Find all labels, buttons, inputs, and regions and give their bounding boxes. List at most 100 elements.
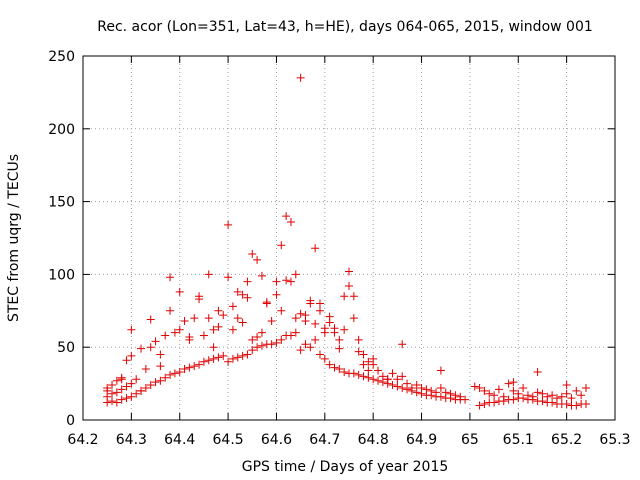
y-tick-label: 250 bbox=[48, 49, 75, 65]
data-point bbox=[340, 325, 349, 334]
data-point bbox=[398, 372, 407, 381]
data-point bbox=[523, 391, 532, 400]
data-point bbox=[325, 312, 334, 321]
data-point bbox=[388, 369, 397, 378]
data-point bbox=[330, 324, 339, 333]
data-point bbox=[403, 379, 412, 388]
data-point bbox=[146, 381, 155, 390]
data-point bbox=[253, 343, 262, 352]
data-point bbox=[224, 220, 233, 229]
data-point bbox=[112, 388, 121, 397]
data-point bbox=[282, 212, 291, 221]
data-point bbox=[156, 362, 165, 371]
data-point bbox=[253, 255, 262, 264]
data-point bbox=[204, 356, 213, 365]
plot-frame bbox=[82, 55, 616, 421]
data-point bbox=[320, 354, 329, 363]
data-point bbox=[243, 293, 252, 302]
data-point bbox=[393, 382, 402, 391]
data-point bbox=[427, 386, 436, 395]
data-point bbox=[359, 372, 368, 381]
data-point bbox=[441, 388, 450, 397]
data-point bbox=[538, 389, 547, 398]
data-point bbox=[509, 378, 518, 387]
data-point bbox=[277, 335, 286, 344]
data-point bbox=[296, 73, 305, 82]
data-point bbox=[224, 357, 233, 366]
data-point bbox=[122, 382, 131, 391]
data-point bbox=[185, 363, 194, 372]
data-point bbox=[127, 325, 136, 334]
data-point bbox=[504, 379, 513, 388]
x-tick-label: 65.2 bbox=[551, 432, 582, 448]
data-point bbox=[175, 367, 184, 376]
data-point bbox=[180, 316, 189, 325]
data-point bbox=[412, 381, 421, 390]
data-point bbox=[548, 391, 557, 400]
data-point bbox=[514, 389, 523, 398]
data-point bbox=[572, 401, 581, 410]
data-point bbox=[354, 370, 363, 379]
data-point bbox=[296, 346, 305, 355]
data-point bbox=[286, 277, 295, 286]
data-point bbox=[219, 311, 228, 320]
data-point bbox=[170, 328, 179, 337]
data-point bbox=[127, 392, 136, 401]
data-point bbox=[248, 250, 257, 259]
data-point bbox=[122, 356, 131, 365]
data-point bbox=[238, 351, 247, 360]
data-point bbox=[301, 316, 310, 325]
y-tick-label: 0 bbox=[66, 413, 75, 429]
data-point bbox=[374, 376, 383, 385]
x-tick-label: 64.9 bbox=[406, 432, 437, 448]
data-point bbox=[137, 344, 146, 353]
x-tick-label: 64.3 bbox=[116, 432, 147, 448]
x-tick-label: 64.6 bbox=[261, 432, 292, 448]
data-point bbox=[267, 340, 276, 349]
data-point bbox=[127, 351, 136, 360]
data-point bbox=[248, 346, 257, 355]
data-point bbox=[509, 395, 518, 404]
data-point bbox=[470, 382, 479, 391]
data-point bbox=[199, 357, 208, 366]
x-axis-label: GPS time / Days of year 2015 bbox=[242, 459, 449, 475]
data-point bbox=[257, 328, 266, 337]
data-point bbox=[166, 370, 175, 379]
data-point bbox=[204, 314, 213, 323]
data-point bbox=[132, 389, 141, 398]
data-point bbox=[257, 271, 266, 280]
data-point bbox=[190, 314, 199, 323]
data-point bbox=[117, 375, 126, 384]
data-point bbox=[103, 383, 112, 392]
data-point bbox=[509, 386, 518, 395]
data-point bbox=[296, 309, 305, 318]
data-point bbox=[562, 381, 571, 390]
data-point bbox=[228, 302, 237, 311]
data-point bbox=[581, 399, 590, 408]
data-point bbox=[243, 350, 252, 359]
x-tick-label: 64.7 bbox=[309, 432, 340, 448]
data-point bbox=[456, 392, 465, 401]
data-point bbox=[108, 381, 117, 390]
data-point bbox=[398, 340, 407, 349]
data-point bbox=[209, 343, 218, 352]
data-point bbox=[291, 314, 300, 323]
data-point bbox=[214, 353, 223, 362]
data-point bbox=[112, 398, 121, 407]
data-point bbox=[340, 367, 349, 376]
data-point bbox=[108, 397, 117, 406]
data-point bbox=[291, 270, 300, 279]
data-point bbox=[161, 331, 170, 340]
data-point bbox=[185, 333, 194, 342]
data-point bbox=[199, 331, 208, 340]
data-point bbox=[253, 333, 262, 342]
y-tick-label: 100 bbox=[48, 267, 75, 283]
data-point bbox=[494, 385, 503, 394]
data-point bbox=[277, 306, 286, 315]
chart-title: Rec. acor (Lon=351, Lat=43, h=HE), days … bbox=[97, 19, 593, 35]
data-point bbox=[364, 373, 373, 382]
data-point bbox=[224, 273, 233, 282]
data-point bbox=[412, 388, 421, 397]
data-point bbox=[422, 385, 431, 394]
data-point bbox=[562, 399, 571, 408]
